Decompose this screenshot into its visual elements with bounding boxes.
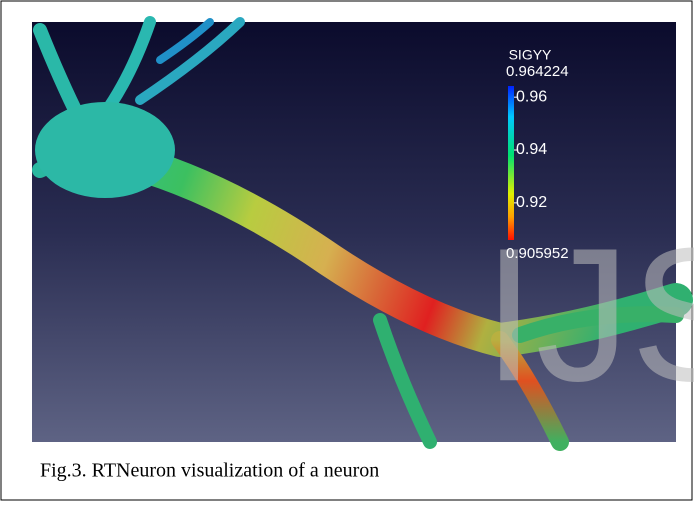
colorbar-tick-label: 0.94 [516,141,547,158]
caption: Fig.3. RTNeuron visualization of a neuro… [40,460,379,482]
page: IJS SIGYY 0.964224 0.905952 0.96 0.94 0.92 F… [0,0,694,502]
colorbar-tick-label: 0.96 [516,88,547,105]
colorbar-max: 0.964224 [506,63,569,80]
colorbar-title: SIGYY [509,47,552,63]
colorbar-scale [508,86,514,240]
colorbar-tick-label: 0.92 [516,194,547,211]
watermark: IJS [483,209,694,421]
figure: IJS SIGYY 0.964224 0.905952 0.96 0.94 0.92 F… [0,0,694,502]
colorbar-min: 0.905952 [506,245,569,262]
